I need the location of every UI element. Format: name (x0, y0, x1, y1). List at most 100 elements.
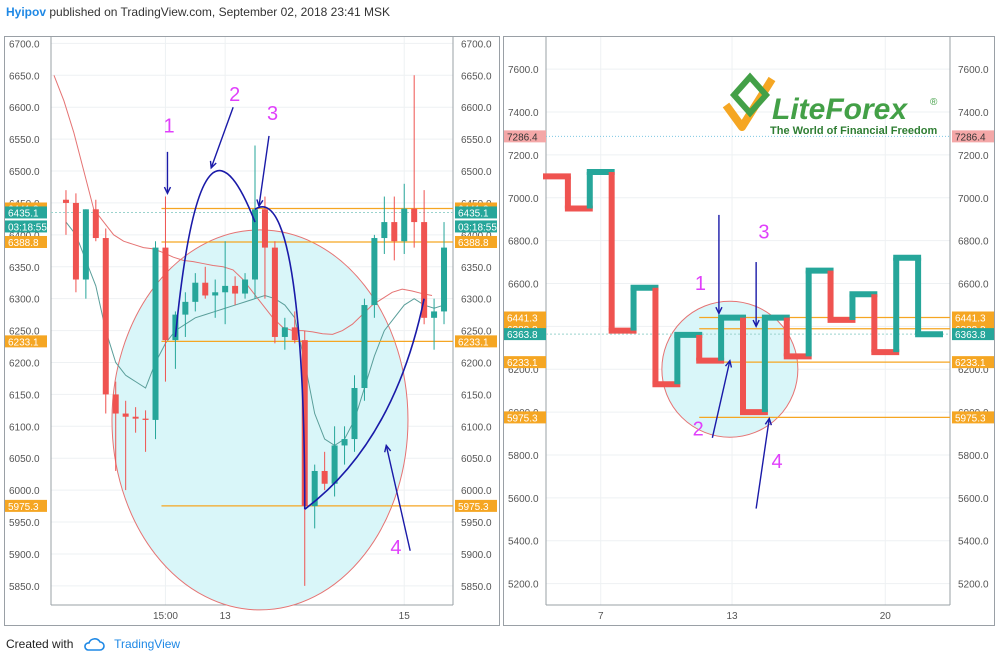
right-arrow-2 (711, 360, 731, 438)
left-candle-body (252, 209, 258, 280)
left-arrow-4-head (384, 443, 392, 453)
left-ytick-label-right: 5950.0 (461, 518, 492, 529)
right-ytick-label-right: 7200.0 (958, 151, 989, 162)
right-ytick-label-right: 5800.0 (958, 451, 989, 462)
right-ytick-label: 6800.0 (508, 237, 539, 248)
left-candle-body (72, 202, 79, 280)
left-candle-body (162, 247, 169, 341)
right-red-level-badge-label: 7286.4 (955, 132, 986, 143)
left-arrow-1-head (163, 186, 172, 195)
left-candle-body (261, 209, 268, 248)
right-level-badge-left: 5975.3 (504, 411, 546, 424)
left-candlestick-chart[interactable]: 6700.0 6700.0 6650.0 6650.0 6600.0 6600.0 6550… (5, 37, 499, 625)
author-name[interactable]: Hyipov (6, 5, 47, 19)
right-red-level-badge-left-label: 7286.4 (507, 132, 538, 143)
left-candle-body (142, 418, 149, 420)
left-candle-body (431, 311, 438, 318)
publish-header: Hyipov published on TradingView.com, Sep… (0, 0, 1000, 24)
right-arrow-1-head (715, 306, 723, 316)
right-ytick-label: 5800.0 (508, 451, 539, 462)
right-ytick-label: 6600.0 (508, 279, 539, 290)
right-arrow-2-head (724, 359, 733, 368)
left-candle-body (112, 394, 119, 414)
left-countdown-badge-left-bg (5, 220, 47, 233)
left-candle-body (242, 279, 249, 294)
right-ytick-label-right: 7000.0 (958, 194, 989, 205)
right-current-price-badge-left-label: 6363.8 (507, 330, 538, 341)
right-current-price-badge-left: 6363.8 (504, 328, 546, 341)
left-chart-panel[interactable]: 6700.0 6700.0 6650.0 6650.0 6600.0 6600.0 6550… (4, 36, 500, 626)
right-ytick-label: 7400.0 (508, 108, 539, 119)
left-ytick-label: 6000.0 (9, 486, 40, 497)
right-ytick-label-right: 7400.0 (958, 108, 989, 119)
left-xtick-label: 15:00 (153, 611, 178, 622)
left-arrow-4 (385, 445, 411, 551)
logo-brand-text: LiteForex (772, 93, 908, 126)
left-candle-body (62, 199, 69, 203)
left-candle-body (152, 247, 159, 420)
right-ytick-label-right: 5200.0 (958, 580, 989, 591)
liteforex-logo: LiteForex ® The World of Financial Freedom (722, 72, 938, 137)
right-level-badge-label: 6441.3 (955, 314, 986, 325)
left-ytick-label-right: 6600.0 (461, 103, 492, 114)
left-candle-body (301, 340, 308, 507)
right-red-level-badge-left-bg (504, 130, 546, 143)
left-annotation-1: 1 (163, 116, 174, 138)
right-level-badge-bg (952, 411, 994, 424)
left-level-badge-left: 6233.1 (5, 335, 47, 348)
left-ytick-label: 6250.0 (9, 327, 40, 338)
left-countdown-badge-bg (455, 220, 497, 233)
left-level-badge-left-label: 6388.8 (8, 238, 39, 249)
left-ytick-label-right: 6050.0 (461, 454, 492, 465)
left-candle-body (192, 282, 199, 302)
left-candle-body (401, 208, 408, 242)
tradingview-link[interactable]: TradingView (114, 637, 181, 651)
logo-registered-mark: ® (930, 97, 938, 108)
right-annotation-1: 1 (695, 273, 706, 295)
left-candle-body (321, 470, 328, 484)
footer: Created with TradingView (6, 632, 180, 656)
left-level-badge-left-label: 6233.1 (8, 337, 39, 348)
left-candle-body (391, 222, 398, 242)
logo-check-icon (722, 76, 776, 131)
left-ytick-label-right: 6150.0 (461, 390, 492, 401)
left-ytick-label-right: 6250.0 (461, 327, 492, 338)
left-ytick-label: 6700.0 (9, 39, 40, 50)
left-arrow-3-head (256, 199, 264, 208)
left-level-badge: 5975.3 (455, 499, 497, 513)
right-current-price-badge-bg (952, 328, 994, 341)
right-level-badge-left: 6233.1 (504, 356, 546, 369)
left-ytick-label-right: 6100.0 (461, 422, 492, 433)
left-ytick-label-right: 6000.0 (461, 486, 492, 497)
right-xtick-label: 20 (880, 611, 892, 622)
left-candle-body (341, 439, 348, 446)
left-level-badge-left-bg (5, 235, 47, 248)
right-red-level-badge: 7286.4 (952, 130, 994, 143)
left-candle-body (291, 327, 298, 341)
logo-tagline: The World of Financial Freedom (770, 125, 937, 137)
right-chart-panel[interactable]: 7600.0 7600.0 7400.0 7400.0 7200.0 7200.0 7000… (503, 36, 995, 626)
left-candle-body (381, 222, 388, 239)
left-level-badge-label: 5975.3 (458, 502, 489, 513)
left-candle-body (281, 327, 288, 337)
left-countdown-badge-left: 03:18:55 (5, 220, 47, 233)
right-level-badge-left-label: 6441.3 (507, 314, 538, 325)
left-candle-body (271, 247, 278, 337)
left-candle-body (182, 301, 189, 315)
left-level-badge-bg (455, 235, 497, 248)
left-ytick-label: 6500.0 (9, 167, 40, 178)
right-ytick-label: 6200.0 (508, 365, 539, 376)
left-current-price-badge-left-label: 6435.1 (8, 208, 39, 219)
left-ytick-label-right: 6300.0 (461, 295, 492, 306)
left-ytick-label: 6550.0 (9, 135, 40, 146)
right-xtick-label: 7 (598, 611, 604, 622)
right-renko-chart[interactable]: 7600.0 7600.0 7400.0 7400.0 7200.0 7200.0 7000… (504, 37, 994, 625)
right-level-badge-left-label: 6233.1 (507, 358, 538, 369)
right-level-badge: 5975.3 (952, 411, 994, 424)
left-annotation-2: 2 (229, 84, 240, 106)
left-ytick-label-right: 6500.0 (461, 167, 492, 178)
right-ytick-label-right: 6800.0 (958, 237, 989, 248)
left-ytick-label-right: 6550.0 (461, 135, 492, 146)
created-with-label: Created with (6, 637, 74, 651)
right-ytick-label: 7600.0 (508, 65, 539, 76)
